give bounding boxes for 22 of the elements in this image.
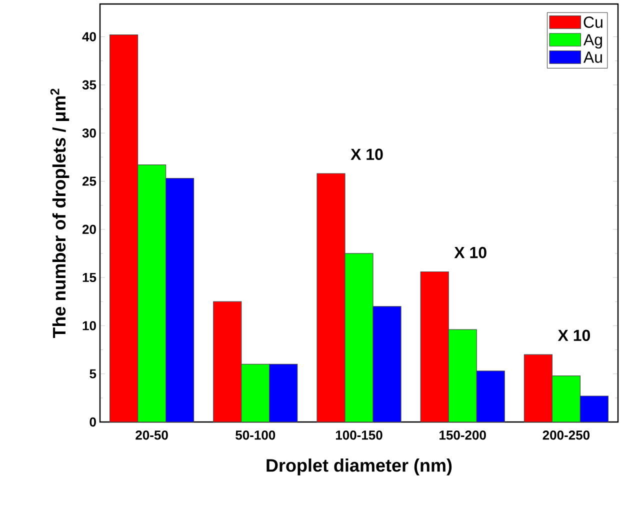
annotation: X 10 <box>558 330 590 342</box>
x-tick-label: 100-150 <box>336 430 382 440</box>
annotation: X 10 <box>350 148 383 160</box>
legend-label: Cu <box>584 16 602 28</box>
y-tick-label: 10 <box>82 321 96 330</box>
y-tick-label: 40 <box>82 32 96 42</box>
y-tick-label: 5 <box>90 369 96 378</box>
y-tick-label: 15 <box>82 273 96 282</box>
x-tick-label: 50-100 <box>236 430 276 440</box>
x-axis-title: Droplet diameter (nm) <box>266 458 452 476</box>
y-tick-label: 30 <box>82 128 96 138</box>
x-tick-label: 200-250 <box>542 430 590 440</box>
x-tick-label: 150-200 <box>440 430 486 440</box>
x-tick-label: 20-50 <box>136 430 168 440</box>
y-tick-label: 0 <box>90 417 96 427</box>
legend-label: Ag <box>583 34 602 49</box>
y-axis-title: The number of droplets / μm$^{2}$ <box>50 88 70 338</box>
y-tick-label: 20 <box>82 224 96 234</box>
y-tick-label: 25 <box>82 176 96 186</box>
y-tick-label: 35 <box>82 80 96 90</box>
annotation: X 10 <box>454 246 486 258</box>
legend-label: Au <box>583 52 602 63</box>
